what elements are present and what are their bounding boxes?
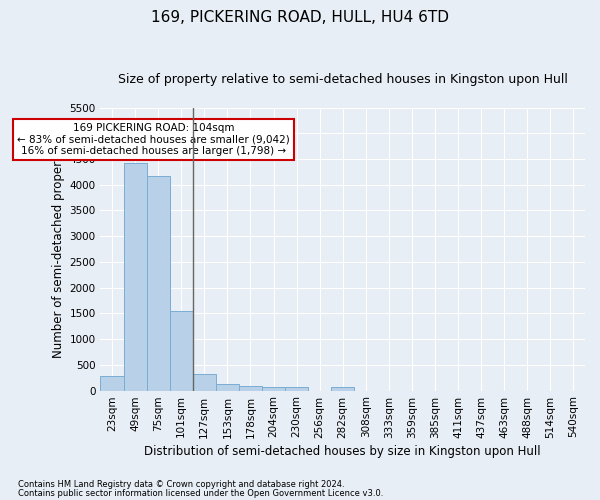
Y-axis label: Number of semi-detached properties: Number of semi-detached properties <box>52 140 65 358</box>
Text: 169, PICKERING ROAD, HULL, HU4 6TD: 169, PICKERING ROAD, HULL, HU4 6TD <box>151 10 449 25</box>
Bar <box>285 388 308 390</box>
Bar <box>100 376 124 390</box>
Bar <box>331 388 354 390</box>
Bar <box>216 384 239 390</box>
Bar <box>262 387 285 390</box>
Bar <box>170 310 193 390</box>
X-axis label: Distribution of semi-detached houses by size in Kingston upon Hull: Distribution of semi-detached houses by … <box>145 444 541 458</box>
Bar <box>146 176 170 390</box>
Text: Contains HM Land Registry data © Crown copyright and database right 2024.: Contains HM Land Registry data © Crown c… <box>18 480 344 489</box>
Bar <box>193 374 216 390</box>
Text: 169 PICKERING ROAD: 104sqm
← 83% of semi-detached houses are smaller (9,042)
16%: 169 PICKERING ROAD: 104sqm ← 83% of semi… <box>17 123 290 156</box>
Text: Contains public sector information licensed under the Open Government Licence v3: Contains public sector information licen… <box>18 488 383 498</box>
Bar <box>124 162 146 390</box>
Title: Size of property relative to semi-detached houses in Kingston upon Hull: Size of property relative to semi-detach… <box>118 72 568 86</box>
Bar <box>239 386 262 390</box>
